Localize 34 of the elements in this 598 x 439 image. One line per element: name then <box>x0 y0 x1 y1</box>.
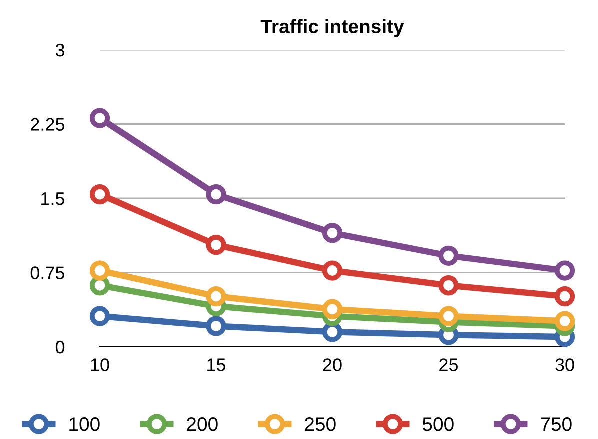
legend-label: 250 <box>305 418 336 432</box>
y-tick-label: 0 <box>56 340 65 354</box>
legend-label: 500 <box>422 418 454 432</box>
point <box>554 260 576 281</box>
point <box>322 260 343 281</box>
legend-label: 100 <box>70 418 100 432</box>
chart-title: Traffic intensity <box>260 19 404 38</box>
x-tick-label: 25 <box>440 358 458 372</box>
legend-label: 200 <box>187 418 218 432</box>
y-tick-label: 1.5 <box>42 192 65 206</box>
point <box>322 322 343 342</box>
y-tick-label: 3 <box>56 44 64 57</box>
point <box>206 184 226 205</box>
legend-label: 750 <box>541 418 572 432</box>
point <box>90 184 110 205</box>
x-tick-label: 30 <box>556 358 574 372</box>
x-tick-label: 20 <box>323 358 342 372</box>
point <box>554 311 576 332</box>
y-tick-label: 0.75 <box>30 266 65 280</box>
point <box>206 316 226 336</box>
x-tick-label: 10 <box>91 358 110 372</box>
point <box>90 306 110 326</box>
point <box>322 223 343 244</box>
point <box>438 306 459 326</box>
point <box>554 286 576 307</box>
point <box>322 299 343 320</box>
point <box>438 246 459 266</box>
x-tick-label: 15 <box>208 358 226 372</box>
point <box>90 260 110 281</box>
y-tick-label: 2.25 <box>31 118 65 131</box>
point <box>90 108 110 128</box>
point <box>206 286 226 307</box>
point <box>206 234 226 256</box>
point <box>438 276 459 296</box>
